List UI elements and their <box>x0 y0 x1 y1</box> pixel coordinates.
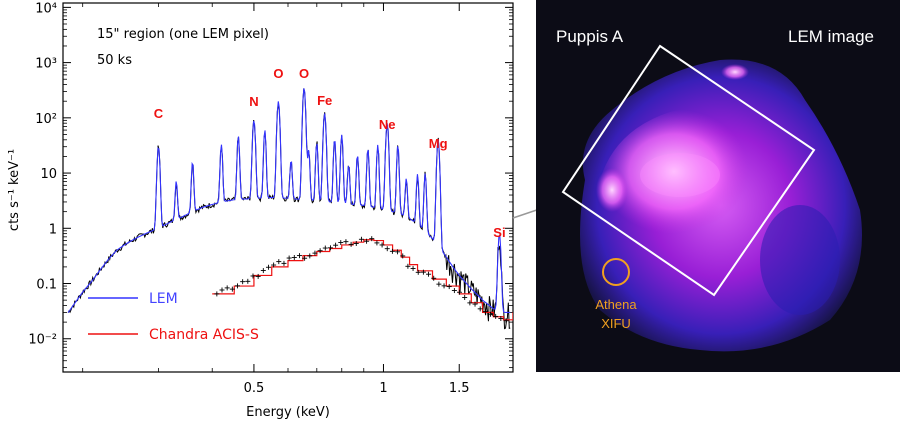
element-label-c: C <box>154 106 164 121</box>
x-axis-label: Energy (keV) <box>246 405 330 420</box>
element-label-o: O <box>299 66 309 81</box>
annotation-exposure: 50 ks <box>97 53 132 68</box>
element-label-ne: Ne <box>379 117 396 132</box>
y-tick-label: 10³ <box>35 57 57 72</box>
x-tick-label: 1 <box>379 381 387 396</box>
lem-field-box <box>561 44 816 297</box>
legend: LEM Chandra ACIS-S <box>88 291 259 343</box>
element-label-n: N <box>249 94 258 109</box>
axis-ticks <box>63 3 514 372</box>
y-axis-label: cts s⁻¹ keV⁻¹ <box>7 149 22 231</box>
detector-label-xifu: XIFU <box>601 316 631 331</box>
legend-chandra-label: Chandra ACIS-S <box>149 327 259 343</box>
annotation-region: 15" region (one LEM pixel) <box>97 27 269 42</box>
legend-lem-label: LEM <box>149 291 178 307</box>
x-tick-label: 0.5 <box>244 381 265 396</box>
element-label-si: Si <box>493 225 505 240</box>
remnant-image <box>580 59 862 352</box>
image-subtitle: LEM image <box>788 27 874 46</box>
y-tick-label: 10² <box>35 112 57 127</box>
image-panel: Puppis A LEM image Athena XIFU <box>536 0 900 372</box>
x-tick-label: 1.5 <box>449 381 470 396</box>
element-label-fe: Fe <box>317 93 332 108</box>
image-title: Puppis A <box>556 27 624 46</box>
series-layer <box>67 88 513 330</box>
lem-data-points <box>67 88 511 330</box>
y-tick-label: 0.1 <box>36 278 57 293</box>
element-label-o: O <box>273 66 283 81</box>
y-tick-label: 10⁻² <box>28 333 57 348</box>
y-tick-label: 10 <box>40 167 57 182</box>
y-tick-label: 1 <box>49 222 57 237</box>
detector-label-athena: Athena <box>595 297 637 312</box>
y-tick-label: 10⁴ <box>35 1 57 16</box>
lem-model-line <box>67 88 511 313</box>
athena-xifu-circle <box>602 258 630 286</box>
element-label-mg: Mg <box>429 136 448 151</box>
